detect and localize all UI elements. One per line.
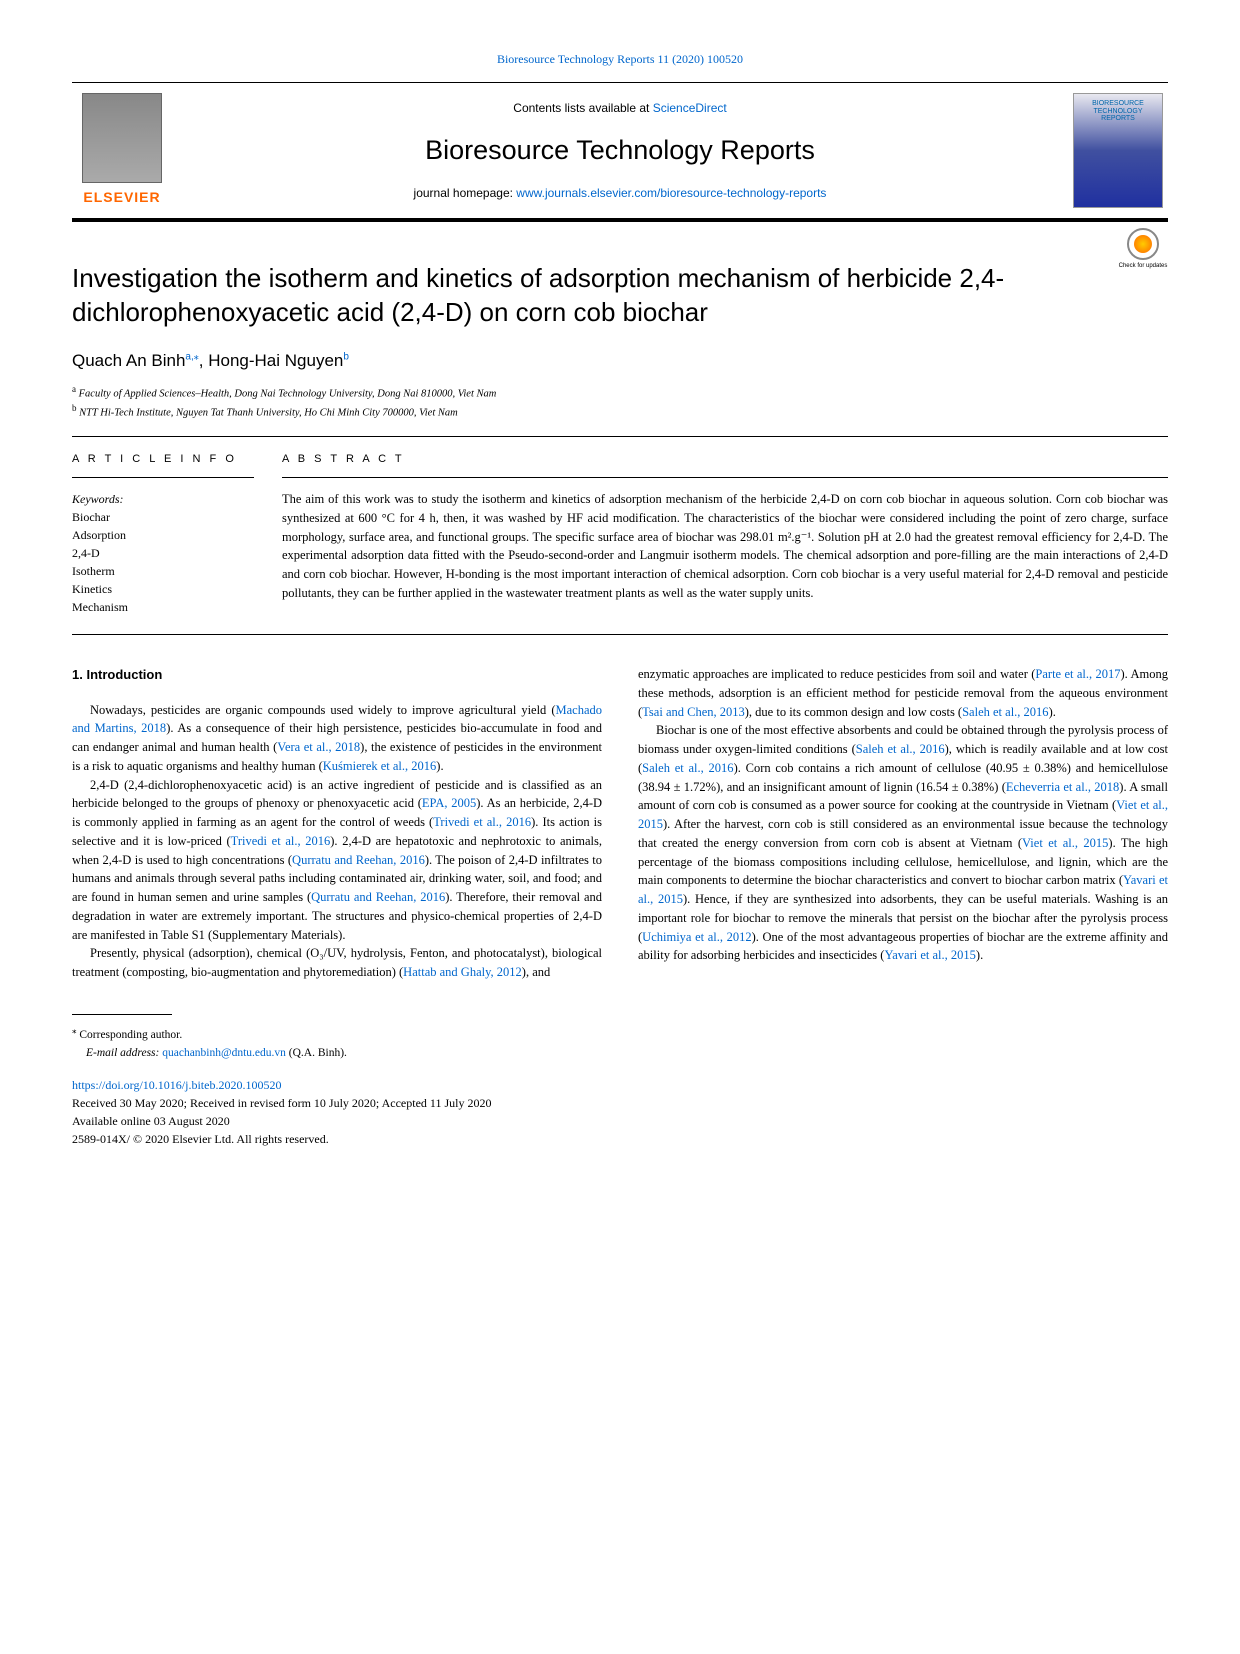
ref-link[interactable]: Vera et al., 2018 [277, 740, 360, 754]
homepage-link[interactable]: www.journals.elsevier.com/bioresource-te… [516, 186, 826, 200]
ref-link[interactable]: Tsai and Chen, 2013 [642, 705, 745, 719]
journal-header-bar: ELSEVIER Contents lists available at Sci… [72, 82, 1168, 222]
cover-image: BIORESOURCE TECHNOLOGY REPORTS [1073, 93, 1163, 208]
header-center: Contents lists available at ScienceDirec… [172, 83, 1068, 218]
keywords-list: Biochar Adsorption 2,4-D Isotherm Kineti… [72, 508, 254, 616]
ref-link[interactable]: Parte et al., 2017 [1035, 667, 1120, 681]
elsevier-logo: ELSEVIER [72, 83, 172, 218]
ref-link[interactable]: Saleh et al., 2016 [856, 742, 945, 756]
abstract-column: A B S T R A C T The aim of this work was… [282, 437, 1168, 617]
paragraph: Presently, physical (adsorption), chemic… [72, 944, 602, 982]
intro-heading: 1. Introduction [72, 665, 602, 685]
ref-link[interactable]: Saleh et al., 2016 [642, 761, 733, 775]
keyword: Adsorption [72, 526, 254, 544]
elsevier-tree-icon [82, 93, 162, 183]
footer: ⁎ Corresponding author. E-mail address: … [72, 1023, 1168, 1063]
keyword: Mechanism [72, 598, 254, 616]
abstract-text: The aim of this work was to study the is… [282, 490, 1168, 603]
paragraph: enzymatic approaches are implicated to r… [638, 665, 1168, 721]
received-line: Received 30 May 2020; Received in revise… [72, 1094, 1168, 1112]
ref-link[interactable]: Viet et al., 2015 [1022, 836, 1108, 850]
aff-b: NTT Hi-Tech Institute, Nguyen Tat Thanh … [77, 408, 458, 419]
author-sep: , [199, 351, 208, 370]
check-updates-badge[interactable]: Check for updates [1118, 228, 1168, 278]
homepage-prefix: journal homepage: [414, 186, 517, 200]
ref-link[interactable]: EPA, 2005 [422, 796, 476, 810]
ref-link[interactable]: Qurratu and Reehan, 2016 [292, 853, 425, 867]
keyword: 2,4-D [72, 544, 254, 562]
ref-link[interactable]: Echeverria et al., 2018 [1006, 780, 1119, 794]
author-2: Hong-Hai Nguyen [208, 351, 343, 370]
ref-link[interactable]: Hattab and Ghaly, 2012 [403, 965, 522, 979]
authors-line: Quach An Binha,⁎, Hong-Hai Nguyenb [72, 348, 1168, 374]
homepage-line: journal homepage: www.journals.elsevier.… [172, 184, 1068, 202]
contents-prefix: Contents lists available at [513, 101, 652, 115]
contents-line: Contents lists available at ScienceDirec… [172, 99, 1068, 117]
keyword: Isotherm [72, 562, 254, 580]
author-2-aff[interactable]: b [343, 351, 349, 362]
ref-link[interactable]: Trivedi et al., 2016 [433, 815, 531, 829]
author-1-aff[interactable]: a, [185, 351, 193, 362]
check-updates-text: Check for updates [1119, 262, 1168, 271]
ref-link[interactable]: Uchimiya et al., 2012 [642, 930, 751, 944]
paragraph: 2,4-D (2,4-dichlorophenoxyacetic acid) i… [72, 776, 602, 945]
affiliations: a Faculty of Applied Sciences–Health, Do… [72, 383, 1168, 422]
article-info-label: A R T I C L E I N F O [72, 437, 254, 479]
doi-link[interactable]: https://doi.org/10.1016/j.biteb.2020.100… [72, 1078, 281, 1092]
keyword: Biochar [72, 508, 254, 526]
ref-link[interactable]: Kuśmierek et al., 2016 [323, 759, 437, 773]
author-1: Quach An Binh [72, 351, 185, 370]
left-column: 1. Introduction Nowadays, pesticides are… [72, 665, 602, 982]
ref-link[interactable]: Qurratu and Reehan, 2016 [311, 890, 445, 904]
email-label: E-mail address: [86, 1047, 162, 1059]
sciencedirect-link[interactable]: ScienceDirect [653, 101, 727, 115]
paragraph: Biochar is one of the most effective abs… [638, 721, 1168, 965]
ref-link[interactable]: Trivedi et al., 2016 [231, 834, 331, 848]
keywords-label: Keywords: [72, 490, 254, 508]
journal-name: Bioresource Technology Reports [172, 130, 1068, 171]
ref-link[interactable]: Saleh et al., 2016 [962, 705, 1048, 719]
email-link[interactable]: quachanbinh@dntu.edu.vn [162, 1047, 286, 1059]
journal-cover: BIORESOURCE TECHNOLOGY REPORTS [1068, 83, 1168, 218]
available-line: Available online 03 August 2020 [72, 1112, 1168, 1130]
copyright-line: 2589-014X/ © 2020 Elsevier Ltd. All righ… [72, 1130, 1168, 1148]
divider [72, 634, 1168, 635]
article-info-column: A R T I C L E I N F O Keywords: Biochar … [72, 437, 282, 617]
cover-title: BIORESOURCE TECHNOLOGY REPORTS [1078, 100, 1158, 123]
article-title: Investigation the isotherm and kinetics … [72, 262, 1088, 330]
header-citation: Bioresource Technology Reports 11 (2020)… [72, 50, 1168, 68]
check-circle-icon [1127, 228, 1159, 260]
elsevier-text: ELSEVIER [83, 187, 160, 208]
right-column: enzymatic approaches are implicated to r… [638, 665, 1168, 982]
email-suffix: (Q.A. Binh). [286, 1047, 347, 1059]
paragraph: Nowadays, pesticides are organic compoun… [72, 701, 602, 776]
aff-a: Faculty of Applied Sciences–Health, Dong… [76, 389, 496, 400]
body-columns: 1. Introduction Nowadays, pesticides are… [72, 665, 1168, 982]
corresponding-author: Corresponding author. [77, 1029, 183, 1041]
footer-divider [72, 1014, 172, 1015]
ref-link[interactable]: Yavari et al., 2015 [884, 948, 975, 962]
citation-link[interactable]: Bioresource Technology Reports 11 (2020)… [497, 52, 743, 66]
keyword: Kinetics [72, 580, 254, 598]
abstract-label: A B S T R A C T [282, 437, 1168, 479]
